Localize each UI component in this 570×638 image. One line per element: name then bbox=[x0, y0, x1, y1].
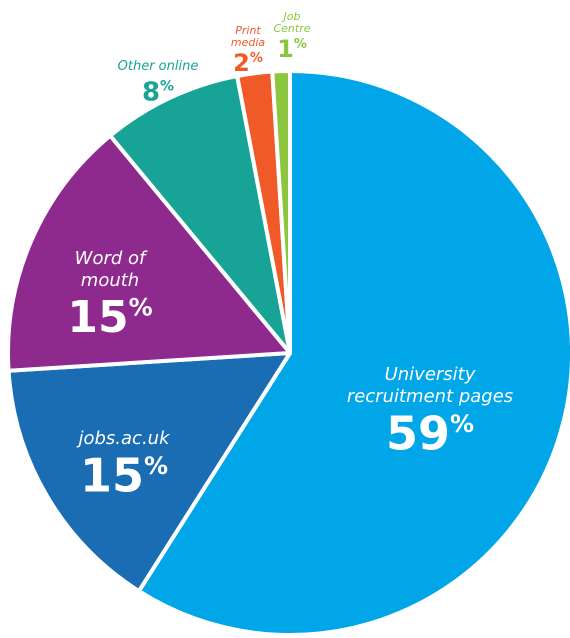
pie-slice-university-recruitment-pages bbox=[136, 69, 570, 637]
pie-slice-word-of-mouth bbox=[6, 133, 292, 373]
slice-value-text: 1% bbox=[277, 35, 307, 63]
slice-value-text: 8% bbox=[142, 77, 174, 107]
slice-name-text: recruitment pages bbox=[347, 386, 513, 407]
pie-slice-job-centre bbox=[270, 69, 292, 355]
slice-name-text: jobs.ac.uk bbox=[75, 428, 171, 449]
slice-name-text: Job bbox=[282, 10, 301, 23]
slice-name-text: Centre bbox=[273, 22, 310, 35]
pie-slices bbox=[6, 69, 570, 637]
slice-label-other-online: Other online 8% bbox=[118, 59, 199, 107]
slice-name-text: Word of bbox=[75, 248, 148, 269]
pie-slice-other-online bbox=[108, 73, 292, 355]
slice-name-text: University bbox=[385, 364, 476, 385]
slice-value-text: 2% bbox=[233, 49, 263, 77]
slice-value-text: 59% bbox=[386, 406, 474, 460]
pie-slice-jobs-ac-uk bbox=[6, 351, 292, 594]
slice-name-text: Print bbox=[235, 24, 261, 37]
slice-value-text: 15% bbox=[80, 448, 168, 502]
slice-name-text: media bbox=[231, 36, 266, 49]
slice-name-text: mouth bbox=[81, 270, 139, 291]
slice-value-text: 15% bbox=[67, 292, 152, 343]
slice-name-text: Other online bbox=[118, 59, 199, 74]
